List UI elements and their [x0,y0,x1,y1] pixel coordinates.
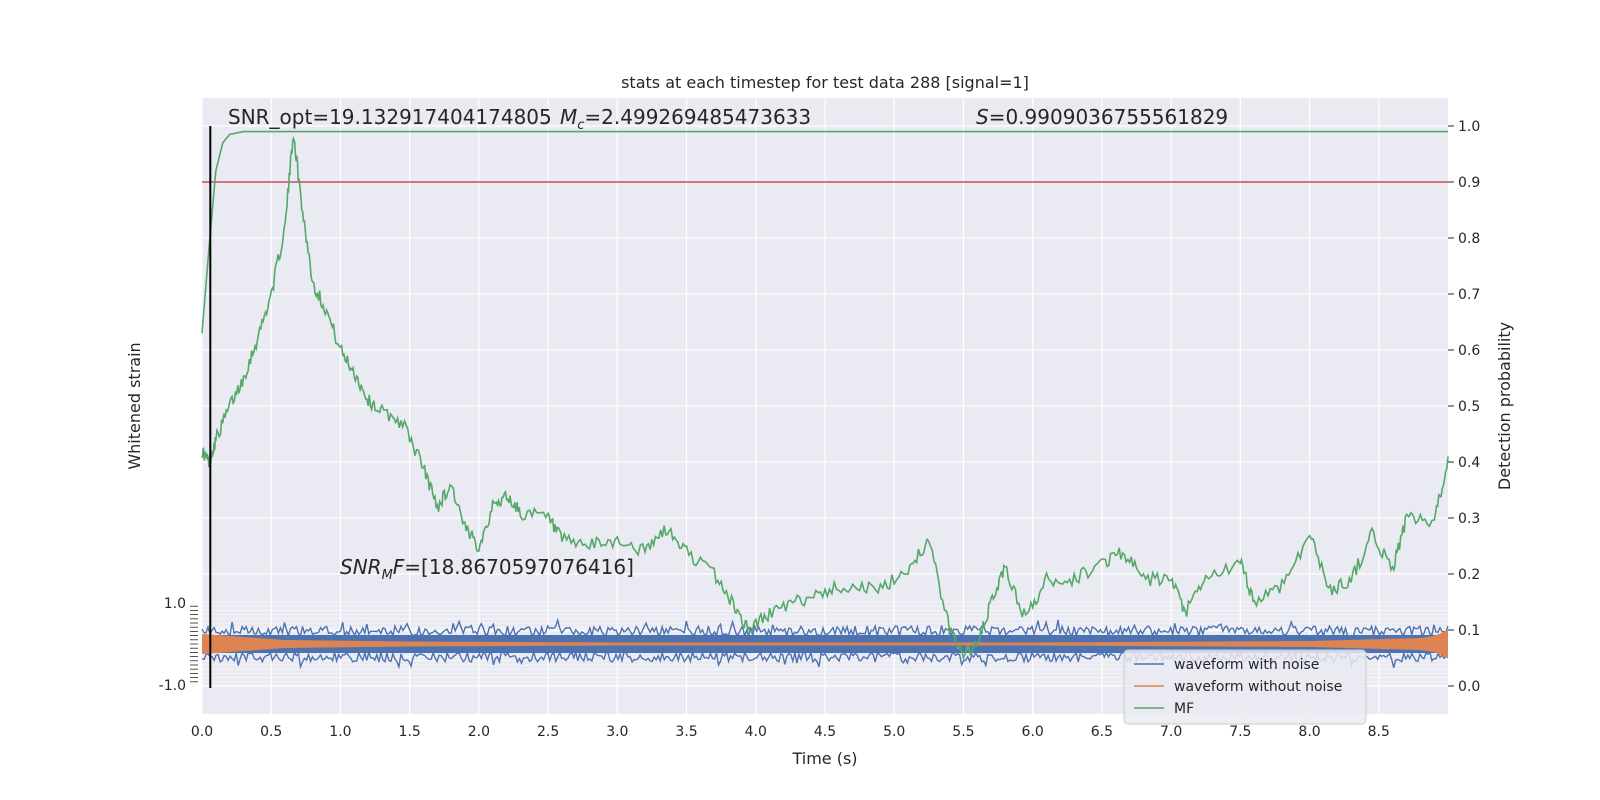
x-tick-label: 5.5 [952,724,974,740]
y-axis-label-left: Whitened strain [125,342,144,469]
mc-annotation: Mc=2.499269485473633 [560,105,811,133]
x-tick-label: 6.0 [1022,724,1044,740]
x-tick-label: 4.0 [745,724,767,740]
y-tick-label-right: 0.7 [1458,287,1480,303]
x-tick-label: 2.5 [537,724,559,740]
y-tick-label-right: 0.3 [1458,511,1480,527]
x-tick-label: 0.5 [260,724,282,740]
snr-mf-annotation: SNRMF=[18.8670597076416] [340,555,634,583]
s-annotation: S=0.9909036755561829 [976,105,1228,129]
series-line-mf [201,135,1449,661]
y-tick-label-right: 1.0 [1458,119,1480,135]
x-tick-label: 3.0 [606,724,628,740]
x-tick-label: 0.0 [191,724,213,740]
y-tick-label-left-bottom: -1.0 [159,678,186,694]
x-tick-label: 8.5 [1368,724,1390,740]
y-tick-label-right: 0.2 [1458,567,1480,583]
y-tick-label-right: 0.8 [1458,231,1480,247]
y-tick-label-right: 0.1 [1458,623,1480,639]
x-tick-label: 7.0 [1160,724,1182,740]
legend: waveform with noise waveform without noi… [1123,649,1367,725]
y-tick-label-right: 0.5 [1458,399,1480,415]
chart-title: stats at each timestep for test data 288… [621,73,1029,92]
x-axis-label: Time (s) [791,749,857,768]
series-line-detection-probability [201,130,1448,334]
legend-label-noise: waveform with noise [1174,657,1319,673]
legend-label-mf: MF [1174,701,1194,717]
y-axis-label-right: Detection probability [1495,322,1514,490]
y-tick-label-right: 0.4 [1458,455,1480,471]
series-group [201,130,1449,661]
x-tick-label: 7.5 [1229,724,1251,740]
y-tick-labels-left: 1.0 -1.0 [159,596,198,694]
x-tick-label: 6.5 [1091,724,1113,740]
legend-label-clean: waveform without noise [1174,679,1342,695]
y-tick-label-left-top: 1.0 [164,596,186,612]
y-tick-label-right: 0.9 [1458,175,1480,191]
snr-opt-annotation: SNR_opt=19.132917404174805 [228,105,552,129]
x-tick-label: 3.5 [675,724,697,740]
x-tick-label: 5.0 [883,724,905,740]
x-tick-labels: 0.0 0.5 1.0 1.5 2.0 2.5 3.0 3.5 4.0 4.5 5.0 5.5 6.0 6… [191,724,1390,740]
waveform-without-noise [202,630,1448,658]
x-tick-label: 2.0 [468,724,490,740]
y-tick-label-right: 0.6 [1458,343,1480,359]
y-tick-labels-right: 0.0 0.1 0.2 0.3 0.4 0.5 0.6 0.7 0.8 0.9 1.0 [1448,119,1480,695]
waveform-with-noise-upper [201,617,1449,639]
x-tick-label: 1.5 [399,724,421,740]
x-tick-label: 8.0 [1298,724,1320,740]
y-tick-label-right: 0.0 [1458,679,1480,695]
x-tick-label: 1.0 [329,724,351,740]
x-tick-label: 4.5 [814,724,836,740]
